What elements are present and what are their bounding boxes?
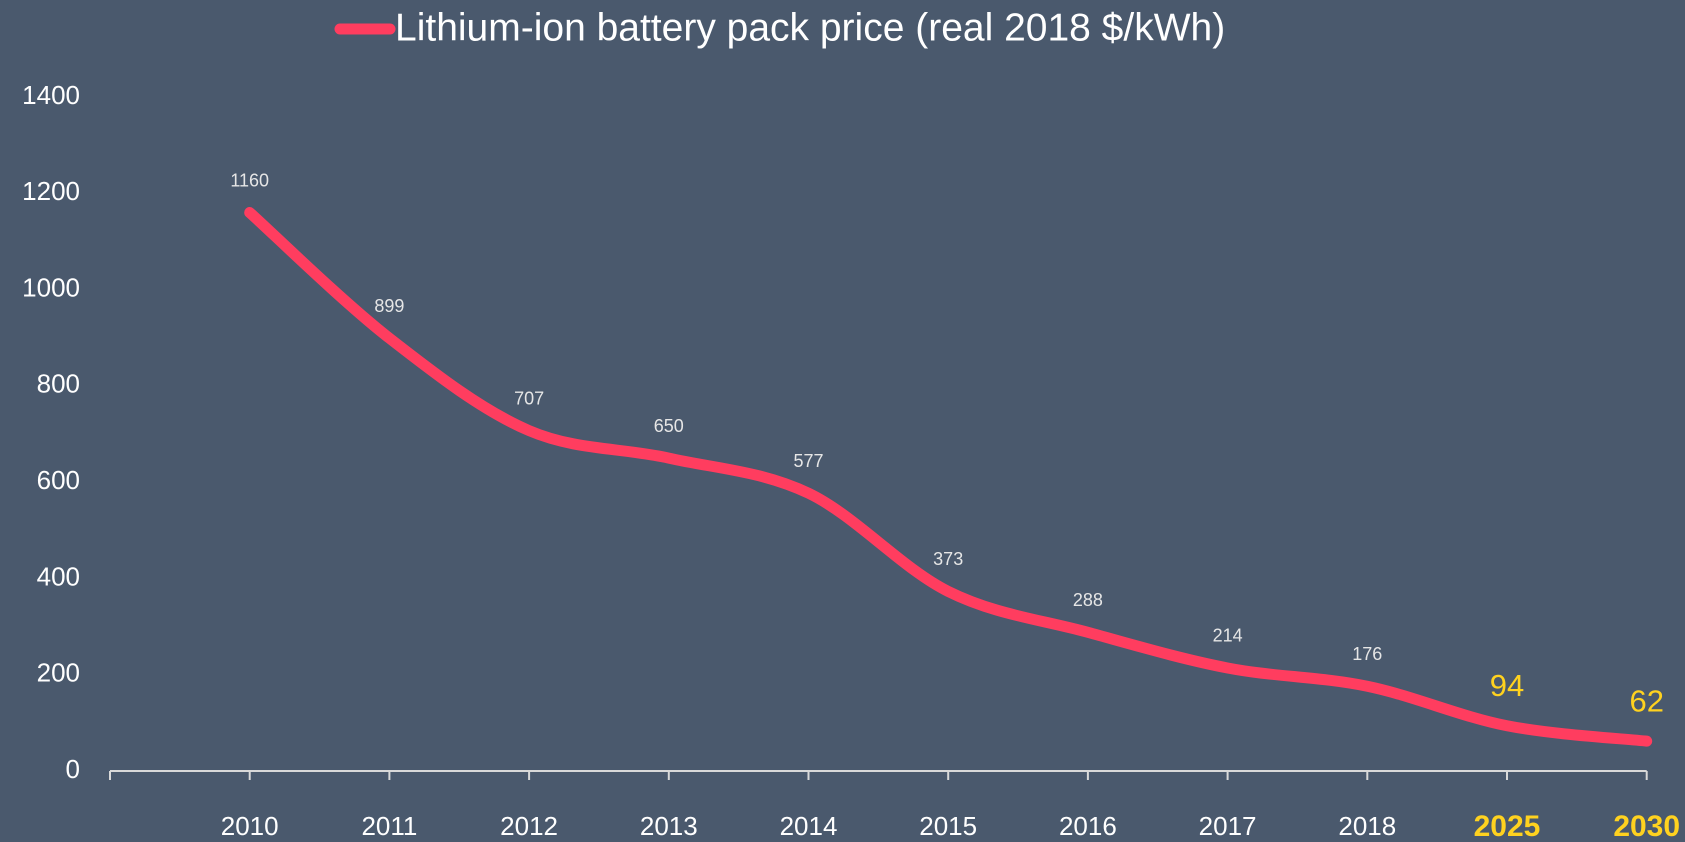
data-label: 176 — [1352, 644, 1382, 664]
y-tick-label: 1000 — [22, 272, 80, 302]
y-tick-label: 600 — [37, 465, 80, 495]
y-tick-label: 0 — [66, 754, 80, 784]
y-tick-label: 200 — [37, 658, 80, 688]
x-tick-label: 2016 — [1059, 811, 1117, 841]
y-tick-label: 800 — [37, 369, 80, 399]
data-label: 373 — [933, 549, 963, 569]
data-label: 1160 — [230, 170, 269, 190]
x-tick-label: 2012 — [500, 811, 558, 841]
data-label: 288 — [1073, 590, 1103, 610]
x-tick-label: 2011 — [361, 811, 417, 841]
x-tick-label: 2010 — [221, 811, 279, 841]
x-tick-label: 2030 — [1613, 810, 1680, 842]
data-label: 62 — [1629, 683, 1663, 718]
x-tick-label: 2013 — [640, 811, 698, 841]
data-label: 214 — [1213, 626, 1243, 646]
legend-label: Lithium-ion battery pack price (real 201… — [395, 6, 1225, 49]
data-label: 650 — [654, 416, 684, 436]
y-tick-label: 1400 — [22, 80, 80, 110]
x-tick-label: 2014 — [780, 811, 838, 841]
data-label: 94 — [1490, 668, 1524, 703]
x-tick-label: 2025 — [1474, 810, 1541, 842]
y-tick-label: 400 — [37, 561, 80, 591]
data-label: 899 — [374, 296, 404, 316]
x-tick-label: 2018 — [1338, 811, 1396, 841]
data-label: 577 — [793, 451, 823, 471]
x-tick-label: 2017 — [1199, 811, 1257, 841]
y-tick-label: 1200 — [22, 176, 80, 206]
line-series — [244, 207, 1653, 747]
x-tick-label: 2015 — [919, 811, 977, 841]
data-label: 707 — [514, 388, 544, 408]
